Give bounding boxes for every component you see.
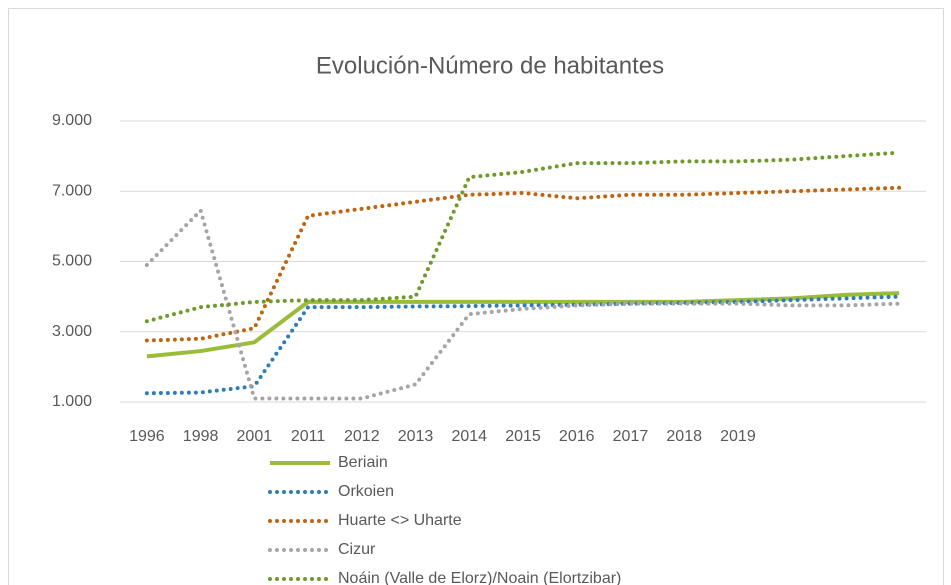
x-tick-label: 2012 bbox=[344, 428, 380, 445]
series-line bbox=[144, 294, 902, 396]
series-line bbox=[144, 150, 902, 324]
x-tick-label: 2013 bbox=[398, 428, 434, 445]
x-tick-label: 2016 bbox=[559, 428, 595, 445]
x-tick-label: 2018 bbox=[666, 428, 702, 445]
x-tick-label: 2017 bbox=[613, 428, 649, 445]
x-tick-label: 1996 bbox=[129, 428, 165, 445]
legend-label: Noáin (Valle de Elorz)/Noain (Elortzibar… bbox=[338, 570, 621, 585]
y-tick-label: 9.000 bbox=[52, 112, 92, 129]
x-tick-label: 1998 bbox=[183, 428, 219, 445]
chart-title: Evolución-Número de habitantes bbox=[316, 52, 664, 79]
y-tick-label: 3.000 bbox=[52, 323, 92, 340]
y-tick-label: 1.000 bbox=[52, 393, 92, 410]
series-line bbox=[144, 185, 902, 343]
x-tick-label: 2019 bbox=[720, 428, 756, 445]
x-tick-label: 2015 bbox=[505, 428, 541, 445]
x-tick-label: 2011 bbox=[291, 428, 326, 445]
series-line bbox=[146, 291, 900, 359]
x-tick-label: 2001 bbox=[237, 428, 273, 445]
legend-label: Cizur bbox=[338, 541, 376, 558]
y-tick-label: 7.000 bbox=[52, 182, 92, 199]
y-tick-label: 5.000 bbox=[52, 253, 92, 270]
legend-label: Beriain bbox=[338, 454, 388, 471]
x-tick-label: 2014 bbox=[451, 428, 487, 445]
legend-label: Orkoien bbox=[338, 483, 394, 500]
legend-label: Huarte <> Uharte bbox=[338, 512, 462, 529]
